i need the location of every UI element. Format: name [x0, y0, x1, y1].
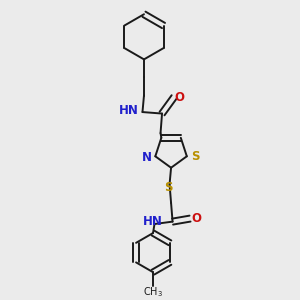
- Text: S: S: [164, 182, 172, 194]
- Text: S: S: [191, 150, 200, 163]
- Text: CH$_3$: CH$_3$: [143, 285, 163, 299]
- Text: O: O: [191, 212, 201, 225]
- Text: O: O: [175, 91, 184, 103]
- Text: HN: HN: [143, 215, 163, 228]
- Text: N: N: [142, 151, 152, 164]
- Text: HN: HN: [119, 104, 139, 117]
